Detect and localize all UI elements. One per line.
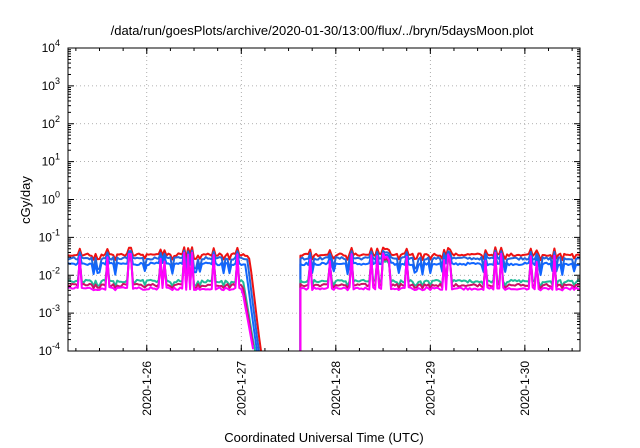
y-tick-label: 10-1	[39, 227, 60, 244]
y-axis-label: cGy/day	[18, 176, 33, 224]
y-tick-label: 102	[42, 114, 60, 131]
x-tick-label: 2020-1-27	[234, 361, 248, 416]
x-tick-label: 2020-1-28	[329, 361, 343, 416]
y-tick-label: 101	[42, 152, 60, 169]
series-line	[68, 251, 580, 351]
y-tick-label: 10-3	[39, 303, 60, 320]
y-tick-label: 104	[42, 38, 60, 55]
x-tick-label: 2020-1-29	[423, 361, 437, 416]
x-axis-label: Coordinated Universal Time (UTC)	[224, 430, 423, 445]
x-tick-label: 2020-1-30	[518, 361, 532, 416]
chart-title: /data/run/goesPlots/archive/2020-01-30/1…	[111, 23, 534, 38]
x-tick-label: 2020-1-26	[140, 361, 154, 416]
grid	[68, 48, 580, 351]
y-tick-label: 10-4	[39, 341, 60, 358]
series-group	[68, 246, 580, 351]
y-tick-label: 10-2	[39, 265, 60, 282]
series-line	[68, 246, 580, 351]
y-axis-ticks: 10-4 10-3 10-2 10-1 100 101 102 103 104	[39, 38, 580, 358]
series-line	[68, 251, 580, 351]
y-tick-label: 100	[42, 190, 60, 207]
x-axis-ticks: 2020-1-26 2020-1-27 2020-1-28 2020-1-29 2020…	[75, 48, 573, 416]
y-tick-label: 103	[42, 76, 60, 93]
